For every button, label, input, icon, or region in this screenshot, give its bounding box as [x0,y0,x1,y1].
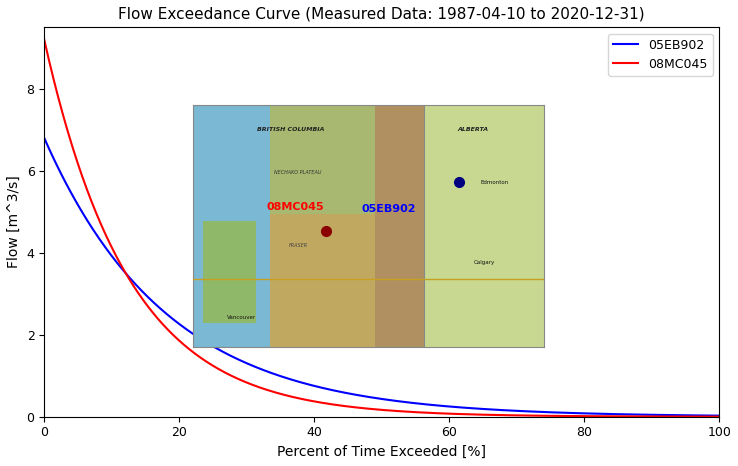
Y-axis label: Flow [m^3/s]: Flow [m^3/s] [7,176,21,268]
05EB902 [566,410,575,416]
08MC045 [337,403,346,408]
08MC045 [714,414,723,419]
05EB902 [579,411,587,416]
08MC045 [313,399,322,405]
05EB902 [40,135,49,141]
05EB902 [337,389,346,395]
08MC045 [566,413,575,419]
05EB902 [503,408,512,413]
Line: 05EB902: 05EB902 [44,138,719,416]
05EB902 [108,255,117,260]
Title: Flow Exceedance Curve (Measured Data: 1987-04-10 to 2020-12-31): Flow Exceedance Curve (Measured Data: 19… [118,7,645,22]
Line: 08MC045: 08MC045 [44,40,719,417]
08MC045 [503,412,512,418]
08MC045 [108,247,117,253]
05EB902 [714,413,723,418]
Legend: 05EB902, 08MC045: 05EB902, 08MC045 [609,34,713,76]
08MC045 [40,37,49,42]
05EB902 [313,384,322,390]
08MC045 [579,413,587,419]
X-axis label: Percent of Time Exceeded [%]: Percent of Time Exceeded [%] [277,445,486,459]
